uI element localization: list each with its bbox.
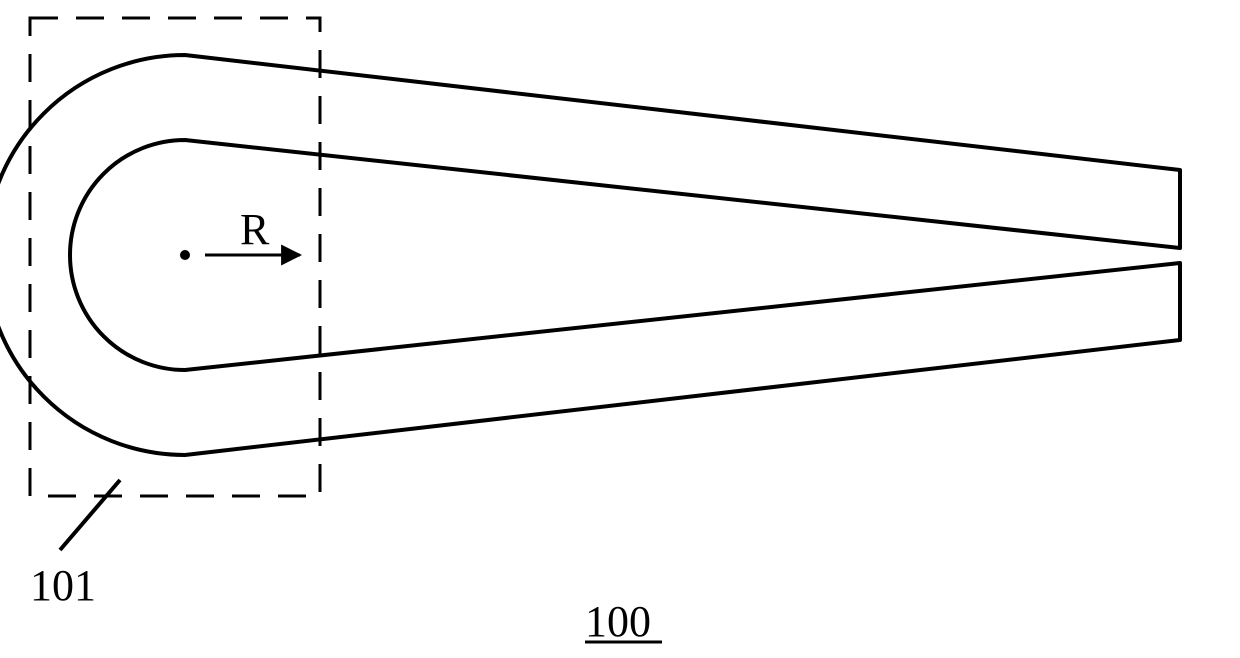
callout-101-leader <box>60 480 120 550</box>
folded-panel-outer <box>0 55 1180 455</box>
bend-center-dot <box>180 250 190 260</box>
figure-number-label: 100 <box>585 597 651 646</box>
callout-101-label: 101 <box>30 561 96 610</box>
radius-label: R <box>240 205 270 254</box>
